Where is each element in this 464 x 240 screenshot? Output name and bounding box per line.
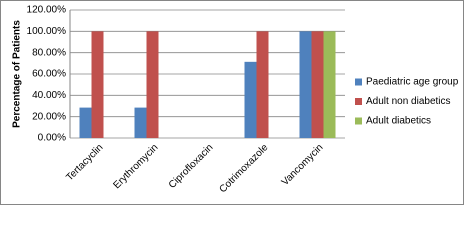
bar <box>311 31 324 138</box>
legend-swatch <box>355 117 362 125</box>
y-tick-label: 20.00% <box>32 111 66 122</box>
chart-border <box>0 0 464 205</box>
bar <box>244 61 257 139</box>
y-tick-label: 100.00% <box>27 26 67 37</box>
bar <box>323 31 336 138</box>
y-tick-label: 120.00% <box>27 5 67 16</box>
y-tick-label: 60.00% <box>32 69 66 80</box>
legend-swatch <box>355 78 362 86</box>
bar <box>134 107 147 138</box>
bar <box>256 31 269 138</box>
bar <box>146 31 159 138</box>
legend-label: Paediatric age group <box>366 77 459 88</box>
legend-swatch <box>355 98 362 105</box>
bar <box>299 31 312 138</box>
bar <box>91 31 104 138</box>
y-tick-label: 80.00% <box>32 47 66 58</box>
bar <box>79 107 92 138</box>
legend-label: Adult non diabetics <box>366 96 451 107</box>
y-tick-label: 40.00% <box>32 90 66 101</box>
y-tick-label: 0.00% <box>38 133 66 144</box>
legend-label: Adult diabetics <box>366 116 431 127</box>
chart: Percentage of Patients 0.00% 20.00% 40.00%… <box>0 0 464 205</box>
y-axis-label: Percentage of Patients <box>12 20 23 128</box>
